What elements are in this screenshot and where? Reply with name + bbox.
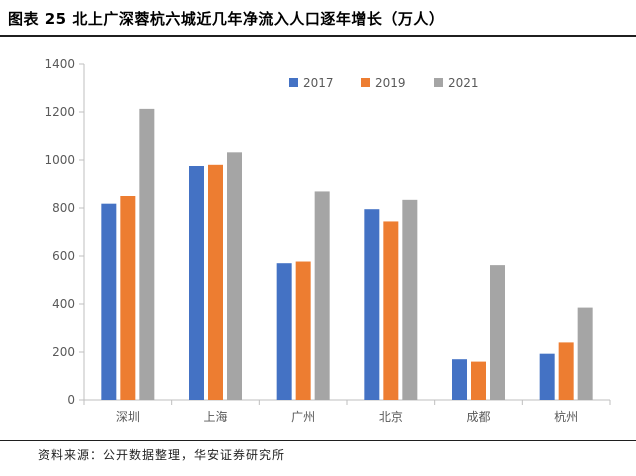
y-tick-label: 400 [52,297,75,311]
y-tick-label: 1000 [44,153,75,167]
bar-2021-5 [490,265,505,400]
x-tick-label: 广州 [291,410,315,424]
bar-2021-1 [139,108,155,400]
y-tick-label: 1200 [44,105,75,119]
bar-2019-4 [383,221,399,400]
x-tick-label: 深圳 [116,410,140,424]
bar-chart: 0 200 400 600 800 1000 1200 1400 深圳 上海 广州 北京 成都 杭州 201… [44,57,611,424]
x-tick-label: 上海 [203,409,227,424]
legend-swatch-2017 [289,78,298,87]
bar-2017-4 [364,209,380,400]
y-tick-label: 800 [52,201,75,215]
bar-2019-2 [208,164,223,400]
bar-2021-3 [314,191,330,400]
bar-2017-5 [452,359,467,400]
bar-2017-6 [539,353,555,400]
chart-container: 0 200 400 600 800 1000 1200 1400 深圳 上海 广州 北京 成都 杭州 201… [0,40,636,435]
bar-2021-2 [227,152,242,400]
x-tick-label: 杭州 [554,409,578,424]
y-tick-label: 200 [52,345,75,359]
bar-2019-6 [558,342,574,400]
y-tick-label: 0 [67,393,75,407]
bar-2019-5 [471,361,486,400]
x-tick-label: 北京 [379,410,403,424]
legend-label-2019: 2019 [375,76,406,90]
bar-2017-1 [101,203,117,400]
bar-2021-4 [402,199,418,400]
bar-2019-1 [120,196,136,400]
bar-2021-6 [577,307,593,400]
y-tick-label: 1400 [44,57,75,71]
x-tick-label: 成都 [466,410,490,424]
legend-swatch-2019 [361,78,370,87]
source-rule [0,440,636,441]
figure-title: 图表 25 北上广深蓉杭六城近几年净流入人口逐年增长（万人） [8,10,445,28]
bar-2017-2 [189,166,204,400]
legend-label-2021: 2021 [448,76,479,90]
legend-label-2017: 2017 [303,76,334,90]
source-note: 资料来源：公开数据整理，华安证券研究所 [38,448,286,462]
bar-2017-3 [276,263,292,400]
title-rule [0,35,636,37]
bar-2019-3 [295,261,311,400]
y-tick-label: 600 [52,249,75,263]
legend-swatch-2021 [434,78,443,87]
